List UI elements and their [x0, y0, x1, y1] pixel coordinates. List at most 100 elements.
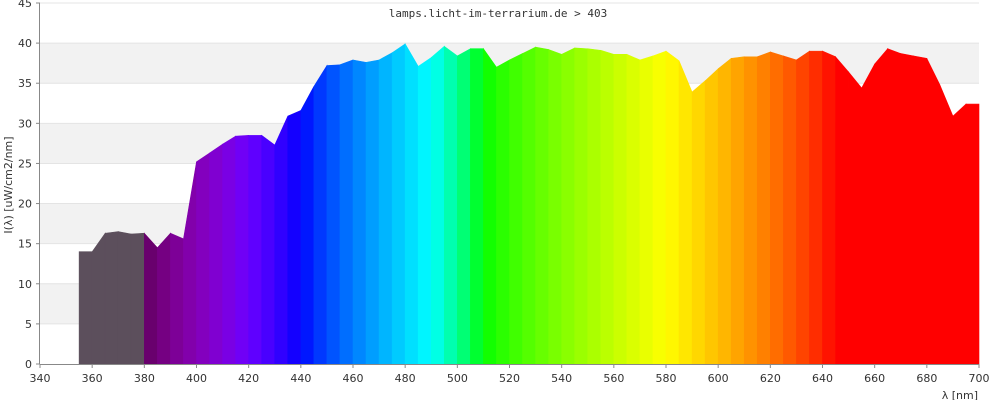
spectrum-segment	[78, 251, 93, 365]
spectrum-segment	[443, 45, 458, 365]
spectrum-segment	[717, 57, 732, 365]
spectrum-segment	[300, 86, 315, 365]
spectrum-segment	[691, 80, 706, 365]
spectrum-segment	[783, 55, 797, 365]
x-tick-label: 540	[551, 372, 572, 385]
spectrum-segment	[796, 50, 810, 365]
spectrum-segment	[352, 59, 367, 365]
spectrum-segment	[404, 42, 419, 365]
spectrum-segment	[574, 47, 589, 365]
spectrum-segment	[365, 59, 380, 365]
spectrum-segment	[756, 51, 771, 365]
y-tick-label: 10	[18, 278, 32, 291]
spectrum-segment	[248, 135, 263, 365]
y-tick-label: 15	[18, 238, 32, 251]
spectrum-segment	[183, 161, 197, 365]
spectrum-segment	[965, 103, 980, 365]
x-tick-label: 460	[343, 372, 364, 385]
x-tick-label: 400	[186, 372, 207, 385]
spectrum-segment	[848, 71, 862, 365]
x-tick-label: 420	[238, 372, 259, 385]
y-tick-label: 30	[18, 117, 32, 130]
spectrum-segment	[378, 52, 393, 365]
y-tick-label: 45	[18, 0, 32, 10]
spectrum-segment	[274, 115, 289, 365]
x-tick-label: 340	[30, 372, 51, 385]
spectrum-segment	[261, 134, 276, 365]
spectrum-segment	[509, 53, 523, 365]
spectrum-segment	[313, 64, 328, 365]
spectrum-segment	[535, 46, 549, 365]
spectrum-segment	[861, 63, 875, 365]
spectrum-segment	[822, 50, 836, 365]
spectrum-segment	[496, 59, 510, 365]
spectrum-segment	[522, 46, 536, 365]
spectrum-segment	[430, 45, 445, 365]
x-tick-label: 520	[499, 372, 520, 385]
y-tick-label: 35	[18, 77, 32, 90]
spectrum-segment	[170, 232, 184, 365]
x-tick-label: 480	[395, 372, 416, 385]
x-tick-label: 700	[969, 372, 990, 385]
spectrum-segment	[600, 49, 615, 365]
x-tick-label: 580	[656, 372, 677, 385]
x-axis-ticks: 340 360 380 400 420 440 460 480 500 520 540 560 580 6…	[30, 364, 990, 385]
x-tick-label: 440	[290, 372, 311, 385]
spectrum-segment	[157, 232, 171, 365]
y-tick-label: 5	[25, 318, 32, 331]
spectrum-segment	[130, 232, 145, 365]
spectrum-segment	[887, 48, 902, 365]
spectrum-segment	[678, 60, 693, 365]
chart-title: lamps.licht-im-terrarium.de > 403	[389, 7, 608, 20]
spectrum-segment	[652, 50, 667, 365]
spectrum-segment	[104, 231, 119, 365]
spectrum-segment	[952, 103, 967, 365]
spectrum-segment	[939, 84, 954, 365]
y-tick-label: 40	[18, 37, 32, 50]
y-tick-label: 25	[18, 157, 32, 170]
spectrum-segment	[587, 48, 602, 365]
spectrum-segment	[196, 152, 210, 365]
spectrum-segment	[770, 51, 784, 365]
spectrum-segment	[483, 47, 497, 365]
x-tick-label: 600	[708, 372, 729, 385]
spectrum-segment	[391, 43, 406, 365]
spectrum-segment	[665, 50, 680, 365]
x-tick-label: 640	[812, 372, 833, 385]
spectrum-area	[78, 42, 980, 365]
spectrum-segment	[704, 68, 719, 365]
y-tick-label: 20	[18, 198, 32, 211]
x-tick-label: 380	[134, 372, 155, 385]
spectrum-segment	[287, 110, 302, 365]
x-tick-label: 360	[82, 372, 103, 385]
spectrum-segment	[926, 58, 941, 365]
spectrum-segment	[835, 55, 849, 365]
spectrum-segment	[730, 56, 745, 365]
spectrum-segment	[639, 55, 654, 365]
spectrum-segment	[417, 56, 432, 365]
spectrum-segment	[457, 48, 471, 365]
spectrum-segment	[326, 64, 341, 365]
spectrum-segment	[548, 49, 562, 365]
x-axis-title: λ [nm]	[942, 389, 978, 400]
spectrum-segment	[470, 48, 484, 365]
spectrum-segment	[613, 54, 628, 365]
spectrum-segment	[144, 232, 158, 365]
spectrum-segment	[222, 135, 236, 365]
spectrum-segment	[743, 56, 758, 365]
x-tick-label: 620	[760, 372, 781, 385]
spectrum-segment	[339, 59, 354, 365]
spectrum-segment	[235, 135, 249, 365]
y-tick-label: 0	[25, 358, 32, 371]
y-axis-ticks: 0 5 10 15 20 25 30 35 40 45	[18, 0, 40, 371]
spectrum-segment	[809, 50, 823, 365]
x-tick-label: 660	[864, 372, 885, 385]
spectrum-segment	[900, 53, 915, 365]
x-tick-label: 560	[603, 372, 624, 385]
spectrum-segment	[561, 47, 576, 365]
y-axis-title: I(λ) [uW/cm2/nm]	[2, 136, 15, 233]
spectrum-segment	[117, 231, 132, 365]
spectrum-segment	[91, 232, 106, 365]
x-tick-label: 500	[447, 372, 468, 385]
